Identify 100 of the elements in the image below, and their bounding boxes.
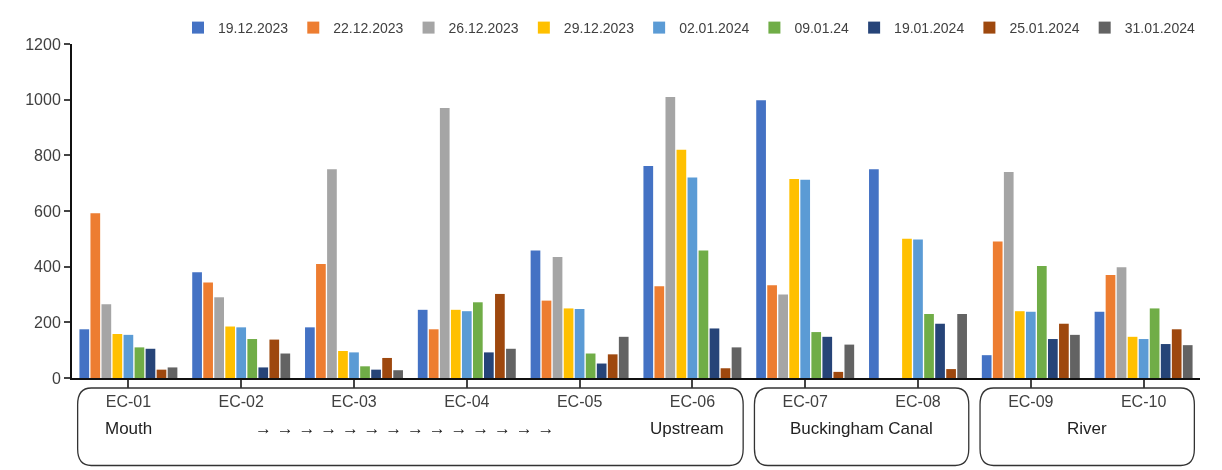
bar	[236, 327, 247, 378]
bar	[778, 294, 788, 378]
bar	[902, 238, 912, 378]
legend-label: 19.01.2024	[894, 20, 965, 37]
text: River	[1067, 419, 1108, 438]
bar	[767, 285, 777, 378]
bar	[371, 369, 381, 378]
text: → → → → → → → → → → → → → →	[255, 419, 555, 438]
bar	[1059, 323, 1069, 378]
bar	[585, 353, 596, 378]
y-tick-label: 1200	[25, 35, 61, 53]
text: Upstream	[650, 419, 724, 438]
x-tick-label: EC-04	[444, 393, 490, 411]
bar	[1127, 336, 1138, 378]
bar	[811, 332, 822, 378]
bar	[869, 169, 879, 378]
bar	[1070, 334, 1080, 378]
bar	[1036, 266, 1047, 378]
bar	[924, 313, 934, 378]
bar	[913, 239, 923, 378]
bar	[247, 339, 258, 378]
bar	[450, 309, 461, 378]
bar	[360, 366, 370, 378]
bar	[1025, 311, 1036, 378]
bar	[992, 241, 1003, 378]
bar	[1014, 311, 1025, 378]
bar	[731, 347, 742, 378]
bar	[574, 308, 585, 378]
bar	[90, 213, 101, 378]
bar	[709, 328, 720, 378]
bar	[472, 302, 483, 378]
bar	[1003, 172, 1014, 378]
y-tick-label: 400	[34, 258, 61, 276]
bar	[1094, 311, 1105, 378]
bar	[506, 348, 516, 378]
bar	[946, 369, 956, 378]
bar	[214, 297, 224, 378]
text: Buckingham Canal	[790, 419, 933, 438]
bar	[676, 149, 687, 378]
bar	[338, 351, 348, 378]
bar	[327, 169, 337, 378]
bar	[1171, 329, 1182, 378]
bar	[382, 357, 392, 378]
bar	[203, 282, 213, 378]
bar	[643, 165, 654, 378]
bar	[789, 178, 800, 378]
bar	[618, 336, 629, 378]
bar	[822, 336, 833, 378]
bar	[393, 370, 403, 378]
bar	[698, 250, 709, 378]
x-tick-label: EC-02	[218, 393, 264, 411]
bar	[1116, 267, 1127, 378]
bar	[101, 304, 112, 378]
bar	[484, 352, 494, 378]
bar	[461, 311, 472, 378]
bar	[756, 100, 766, 378]
bar	[1138, 339, 1149, 378]
x-tick-label: EC-10	[1120, 393, 1167, 411]
bar	[316, 263, 326, 378]
bar	[225, 326, 236, 378]
bar	[280, 353, 291, 378]
y-tick-label: 1000	[25, 91, 61, 109]
legend-label: 31.01.2024	[1124, 20, 1195, 37]
x-tick-label: EC-06	[669, 393, 716, 411]
bar	[192, 272, 202, 378]
legend-label: 19.12.2023	[218, 20, 289, 37]
bar	[552, 256, 563, 378]
bar	[541, 300, 552, 378]
bar	[258, 367, 269, 378]
bar	[123, 334, 134, 378]
bar	[1048, 339, 1058, 378]
bar	[1182, 345, 1193, 378]
bar	[349, 352, 359, 378]
legend-label: 22.12.2023	[333, 20, 404, 37]
bar	[935, 323, 945, 378]
bar	[79, 329, 90, 378]
bar	[530, 250, 541, 378]
bar	[563, 308, 574, 378]
legend-label: 09.01.24	[794, 20, 850, 37]
bar	[1149, 308, 1160, 378]
bar	[720, 368, 731, 378]
bar	[596, 363, 607, 378]
bar	[134, 347, 145, 378]
y-tick-label: 600	[34, 202, 61, 220]
bar	[957, 313, 967, 378]
bar	[607, 354, 618, 378]
bar	[428, 329, 439, 378]
x-tick-label: EC-01	[105, 393, 152, 411]
y-tick-label: 0	[51, 369, 61, 387]
x-tick-label: EC-07	[782, 393, 828, 411]
bar	[687, 177, 698, 378]
y-tick-label: 200	[34, 313, 61, 331]
bar	[145, 348, 156, 378]
bar	[1160, 344, 1171, 378]
bar	[112, 334, 123, 378]
legend-label: 29.12.2023	[563, 20, 635, 37]
x-tick-label: EC-03	[331, 393, 377, 411]
x-tick-label: EC-05	[556, 393, 603, 411]
bar	[981, 355, 992, 378]
bar	[417, 309, 428, 378]
